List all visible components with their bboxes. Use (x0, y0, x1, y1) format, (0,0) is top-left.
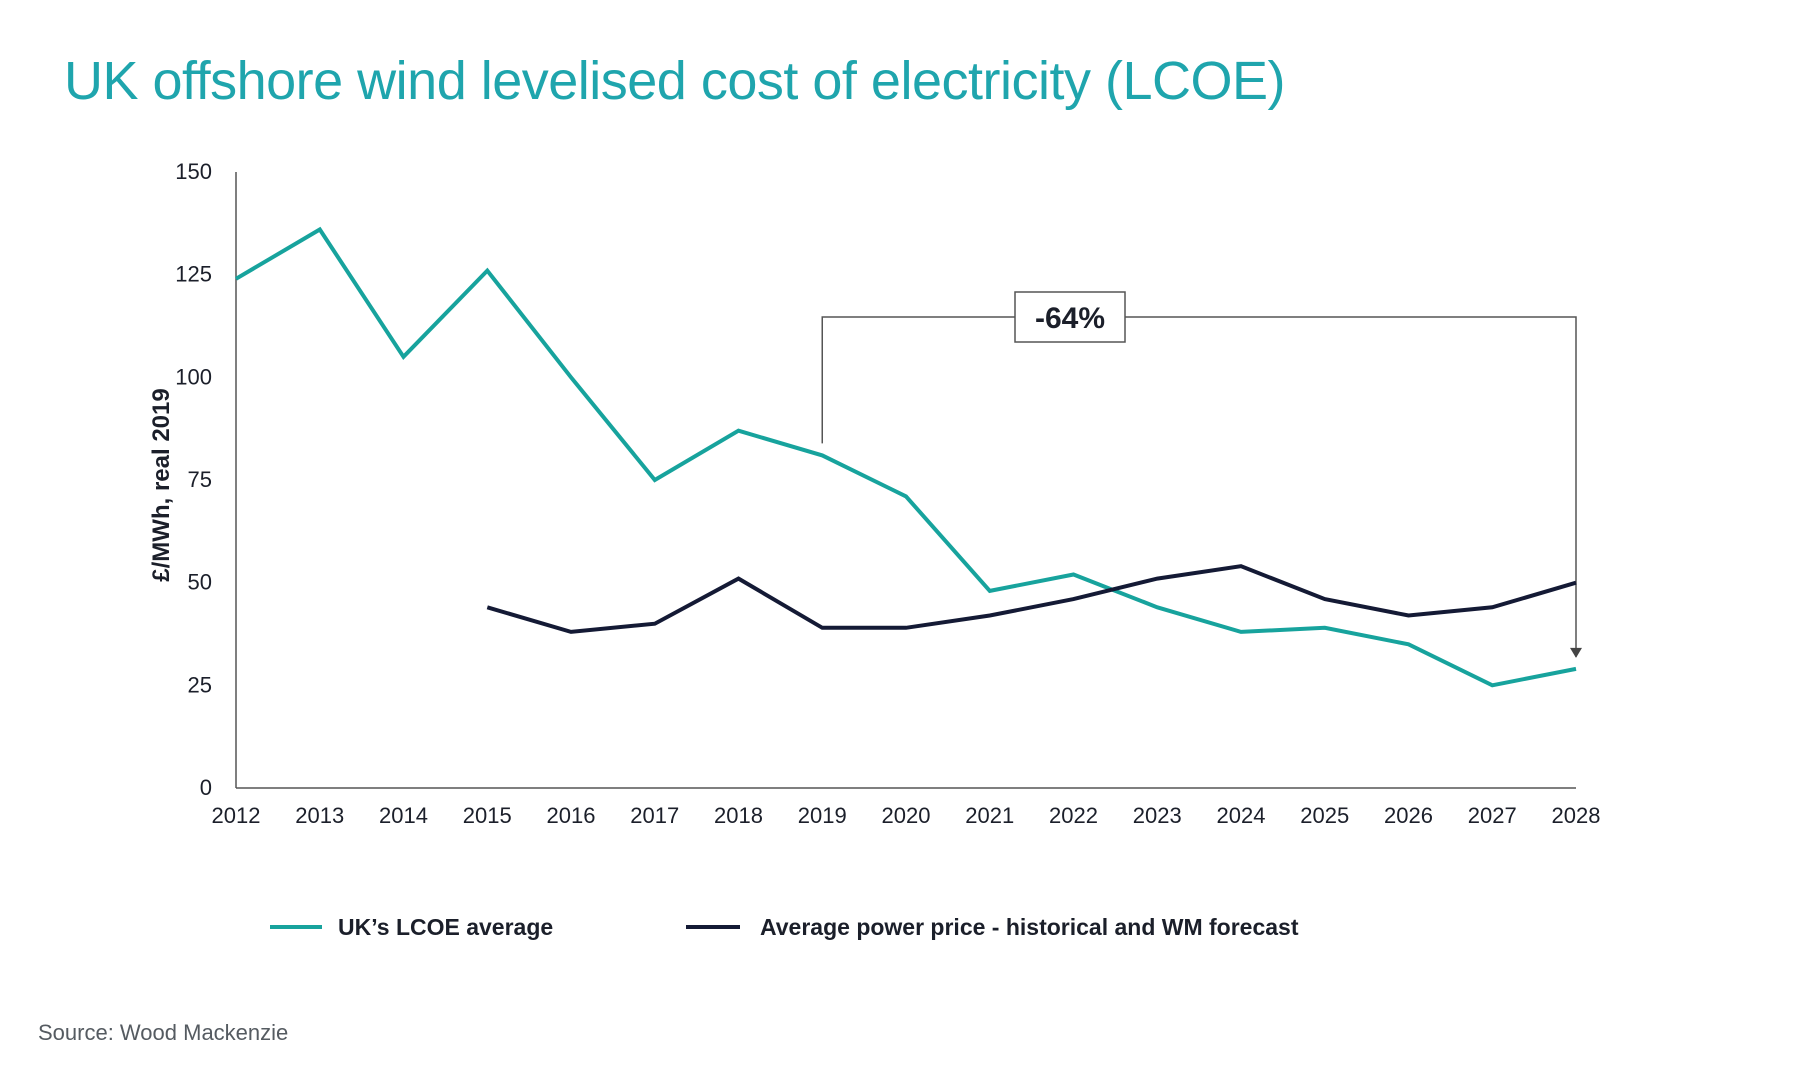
chart-title: UK offshore wind levelised cost of elect… (64, 51, 1285, 111)
series-line-lcoe (234, 226, 1577, 688)
y-tick-label: 125 (175, 262, 212, 287)
bracket-arrowhead (1570, 647, 1582, 658)
annotation-bracket: -64% (821, 291, 1582, 658)
annotation-box (1014, 291, 1126, 343)
x-tick-label: 2012 (212, 803, 261, 828)
x-tick-label: 2028 (1552, 803, 1601, 828)
annotation-label: -64% (1035, 302, 1105, 335)
legend-label: Average power price - historical and WM … (760, 914, 1299, 940)
x-tick-label: 2017 (630, 803, 679, 828)
x-tick-label: 2027 (1468, 803, 1517, 828)
y-tick-label: 50 (188, 570, 212, 595)
series-lines (234, 226, 1577, 688)
x-tick-label: 2023 (1133, 803, 1182, 828)
x-tick-label: 2016 (547, 803, 596, 828)
x-tick-label: 2019 (798, 803, 847, 828)
y-axis-title: £/MWh, real 2019 (148, 388, 175, 581)
x-tick-label: 2026 (1384, 803, 1433, 828)
x-tick-label: 2024 (1217, 803, 1266, 828)
x-tick-label: 2015 (463, 803, 512, 828)
x-tick-label: 2025 (1300, 803, 1349, 828)
y-tick-label: 25 (188, 672, 212, 697)
bracket-line (821, 316, 1577, 657)
legend-label: UK’s LCOE average (338, 914, 553, 940)
x-tick-label: 2018 (714, 803, 763, 828)
x-tick-label: 2020 (882, 803, 931, 828)
y-tick-label: 0 (200, 775, 212, 800)
x-tick-label: 2014 (379, 803, 428, 828)
x-tick-label: 2021 (965, 803, 1014, 828)
legend: UK’s LCOE average Average power price - h… (270, 914, 1299, 940)
y-tick-label: 75 (188, 467, 212, 492)
axes: 0 25 50 75 100 125 150 2012 2013 2014 2015 2016 2017… (148, 159, 1600, 828)
series-line-power-price (486, 564, 1577, 634)
x-tick-label: 2013 (295, 803, 344, 828)
source-note: Source: Wood Mackenzie (38, 1020, 289, 1045)
y-tick-label: 150 (175, 159, 212, 184)
x-tick-label: 2022 (1049, 803, 1098, 828)
y-tick-label: 100 (175, 364, 212, 389)
